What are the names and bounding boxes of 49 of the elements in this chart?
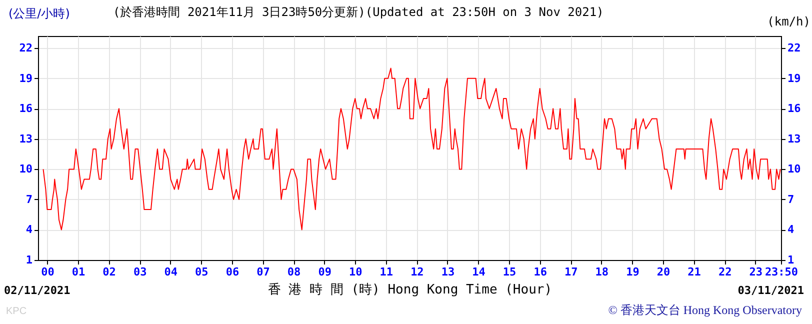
y-axis-title: (公里/小時) [8,6,70,20]
y-tick-label: 13 [19,132,32,146]
x-tick-label: 04 [164,266,178,278]
x-tick-label: 11 [380,266,394,278]
y2-tick-label: 19 [788,72,801,85]
x-tick-label: 15 [502,266,516,278]
y-tick-label: 7 [26,192,32,206]
x-tick-label: 00 [41,266,54,278]
chart-title: (於香港時間 2021年11月 3日23時50分更新)(Updated at 23:50H on 3 Nov 2021) [113,4,604,21]
x-tick-label: 17 [564,266,578,278]
x-tick-label: 21 [688,266,702,278]
line-series [42,68,781,230]
text: 02/11/2021 [4,284,70,297]
x-tick-label: 16 [534,266,548,278]
x-tick-label: 02 [102,266,116,278]
y2-tick-label: 4 [788,223,794,236]
x-tick-label: 03 [133,266,147,278]
x-tick-label: 13 [441,266,455,278]
text: 03/11/2021 [738,284,804,297]
text: © 香港天文台 Hong Kong Observatory [608,302,802,319]
x-tick-label: 14 [472,266,486,278]
x-tick-label: 12 [410,266,424,278]
x-axis-title: 香 港 時 間 (時) Hong Kong Time (Hour) [268,282,552,298]
y2-tick-label: 16 [788,102,802,116]
x-tick-label: 20 [656,266,670,278]
y2-tick-label: 1 [788,254,794,266]
x-tick-label: 05 [195,266,208,278]
x-tick-label: 09 [318,266,332,278]
x-tick-label: 08 [287,266,301,278]
x-tick-label: 01 [72,266,86,278]
y-tick-label: 10 [19,162,32,176]
y2-tick-label: 13 [788,132,801,146]
y2-tick-label: 7 [788,192,794,206]
y-tick-label: 16 [19,102,33,116]
x-tick-label: 23:50 [764,266,798,278]
x-tick-label: 10 [348,266,362,278]
x-tick-label: 19 [626,266,640,278]
x-tick-label: 23 [749,266,762,278]
y-tick-label: 19 [19,72,32,85]
x-tick-label: 06 [226,266,240,278]
y-tick-label: 4 [26,223,33,236]
y2-tick-label: 10 [788,162,801,176]
y2-tick-label: 22 [788,42,801,55]
y-tick-label: 1 [26,254,33,266]
y2-axis-title: (km/h) [767,14,810,28]
y-tick-label: 22 [19,42,32,55]
x-tick-label: 18 [595,266,609,278]
x-tick-label: 22 [718,266,732,278]
x-tick-label: 07 [256,266,270,278]
